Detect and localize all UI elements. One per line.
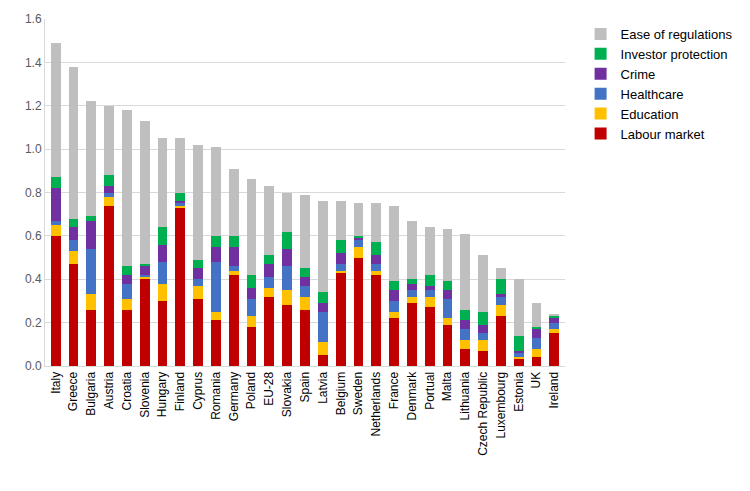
svg-text:Czech Republic: Czech Republic [476, 372, 490, 456]
svg-text:Crime: Crime [621, 67, 656, 82]
svg-text:Finland: Finland [173, 372, 187, 411]
svg-text:Latvia: Latvia [316, 371, 330, 403]
svg-text:Netherlands: Netherlands [369, 372, 383, 437]
svg-text:Romania: Romania [209, 371, 223, 419]
svg-text:1.6: 1.6 [25, 12, 42, 26]
svg-text:Lithuania: Lithuania [458, 371, 472, 420]
svg-text:Belgium: Belgium [334, 372, 348, 415]
svg-text:Poland: Poland [244, 372, 258, 409]
svg-text:Education: Education [621, 107, 679, 122]
svg-text:Denmark: Denmark [405, 371, 419, 421]
svg-text:UK: UK [529, 372, 543, 389]
svg-text:1.2: 1.2 [25, 99, 42, 113]
svg-text:Luxembourg: Luxembourg [494, 372, 508, 439]
svg-text:Germany: Germany [227, 372, 241, 421]
svg-text:France: France [387, 371, 401, 409]
svg-text:0.2: 0.2 [25, 316, 42, 330]
svg-text:EU-28: EU-28 [262, 371, 276, 405]
svg-text:Greece: Greece [66, 371, 80, 411]
svg-text:Ireland: Ireland [547, 372, 561, 409]
svg-text:0.4: 0.4 [25, 272, 42, 286]
svg-text:Bulgaria: Bulgaria [84, 371, 98, 415]
svg-text:Cyprus: Cyprus [191, 372, 205, 410]
svg-text:Sweden: Sweden [351, 372, 365, 415]
svg-text:Italy: Italy [49, 372, 63, 394]
svg-text:Estonia: Estonia [512, 371, 526, 411]
svg-text:Labour market: Labour market [621, 127, 705, 142]
svg-text:Malta: Malta [440, 371, 454, 401]
svg-text:Spain: Spain [298, 372, 312, 403]
svg-text:Slovakia: Slovakia [280, 371, 294, 417]
svg-text:0.0: 0.0 [25, 359, 42, 373]
svg-text:1.0: 1.0 [25, 142, 42, 156]
svg-text:Investor protection: Investor protection [621, 47, 728, 62]
svg-text:1.4: 1.4 [25, 56, 42, 70]
svg-text:0.6: 0.6 [25, 229, 42, 243]
svg-text:Croatia: Croatia [120, 371, 134, 410]
svg-text:Portual: Portual [423, 372, 437, 410]
svg-text:0.8: 0.8 [25, 186, 42, 200]
svg-text:Austria: Austria [102, 371, 116, 409]
svg-text:Hungary: Hungary [155, 372, 169, 417]
svg-text:Ease of regulations: Ease of regulations [621, 27, 733, 42]
svg-text:Slovenia: Slovenia [138, 371, 152, 417]
svg-text:Healthcare: Healthcare [621, 87, 684, 102]
